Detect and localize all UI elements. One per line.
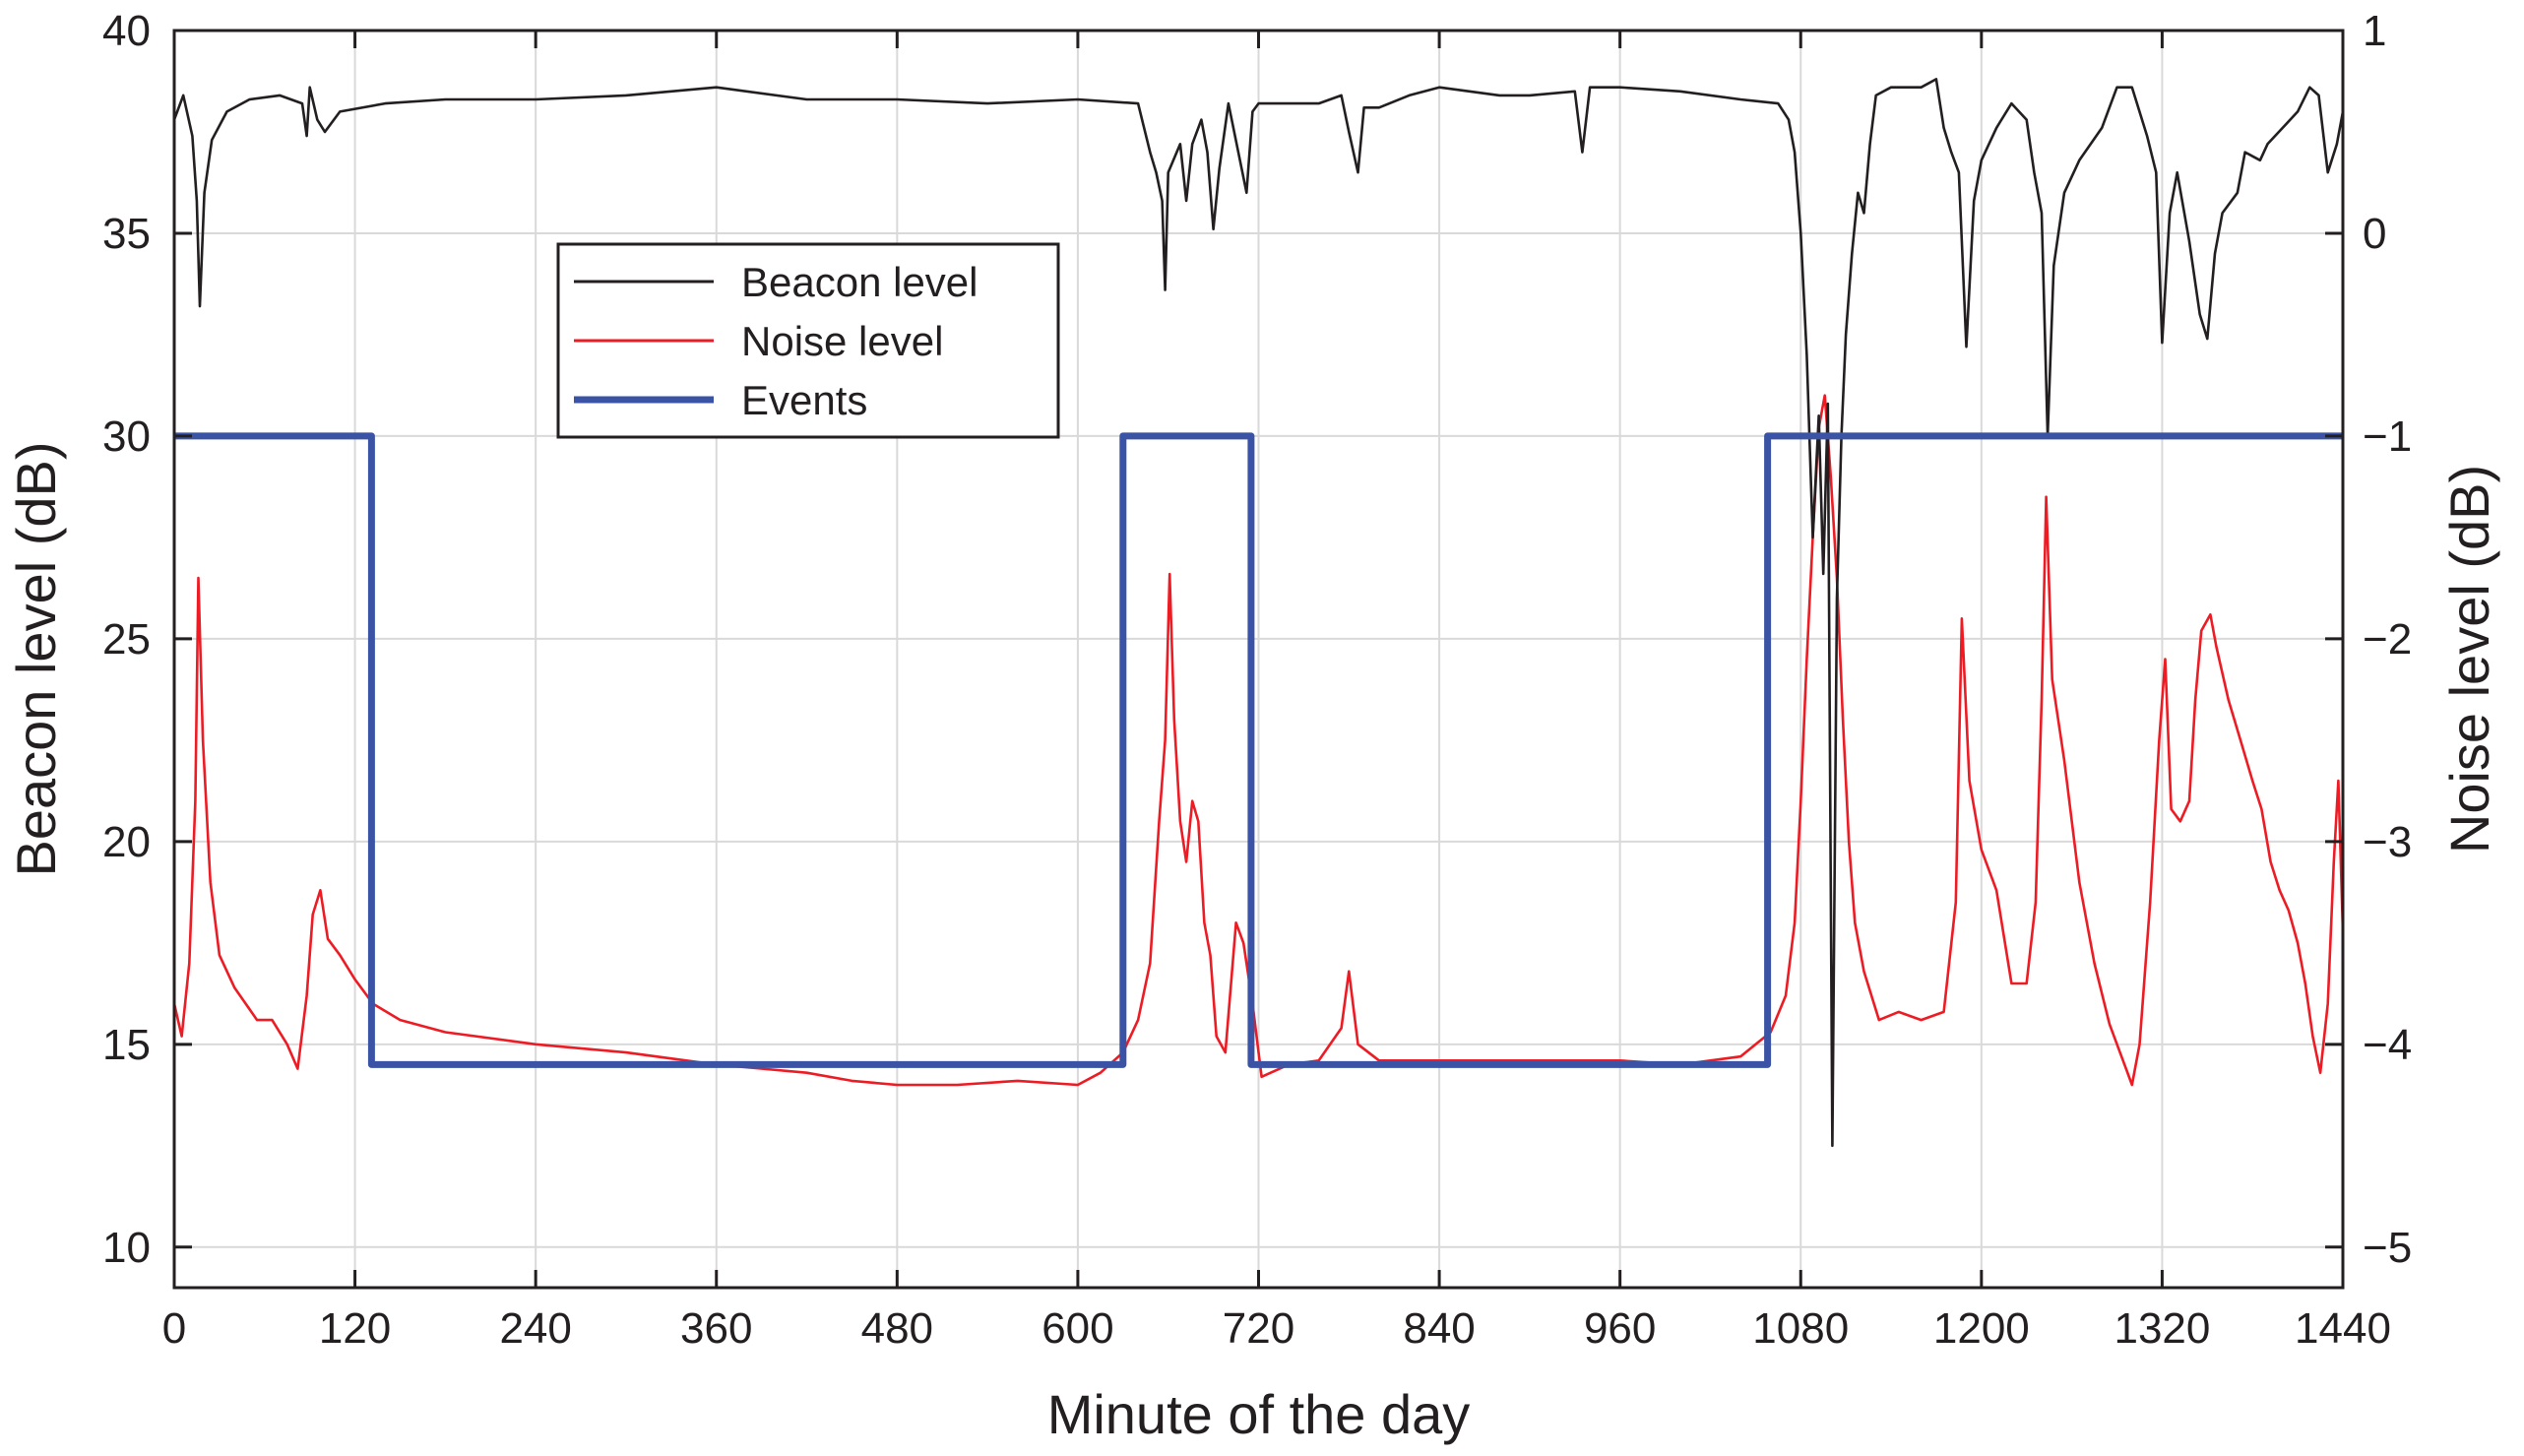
legend: Beacon level Noise level Events (556, 242, 1060, 439)
y-left-tick-label: 15 (102, 1021, 151, 1069)
y-right-tick-label: −2 (2363, 615, 2412, 664)
x-tick-label: 120 (319, 1304, 391, 1353)
series-layer (172, 78, 2345, 1148)
y-left-tick-label: 25 (102, 615, 151, 664)
legend-label-noise: Noise level (741, 318, 943, 364)
x-tick-label: 1320 (2114, 1304, 2210, 1353)
x-tick-label: 0 (162, 1304, 186, 1353)
y-left-tick-label: 20 (102, 818, 151, 866)
x-tick-label: 360 (680, 1304, 752, 1353)
x-tick-label: 480 (861, 1304, 933, 1353)
x-tick-label: 840 (1403, 1304, 1475, 1353)
y-right-tick-label: 0 (2363, 210, 2386, 258)
x-tick-label: 240 (499, 1304, 571, 1353)
y-left-tick-label: 40 (102, 7, 151, 55)
y-axis-right-label: Noise level (dB) (2438, 465, 2500, 854)
ticks (172, 29, 2345, 1288)
y-right-tick-label: −5 (2363, 1224, 2412, 1272)
y-left-tick-label: 35 (102, 210, 151, 258)
x-tick-label: 1440 (2295, 1304, 2391, 1353)
y-left-tick-label: 10 (102, 1224, 151, 1272)
series-line-events (174, 432, 2343, 1068)
series-line-beacon-level (172, 78, 2345, 1148)
x-tick-label: 1200 (1933, 1304, 2030, 1353)
x-tick-label: 720 (1223, 1304, 1294, 1353)
y-right-tick-label: −1 (2363, 412, 2412, 461)
y-right-tick-label: 1 (2363, 7, 2386, 55)
legend-label-beacon: Beacon level (741, 259, 978, 305)
tick-labels: 0 120 240 360 480 600 720 840 960 1080 1200 1320 144… (102, 7, 2412, 1353)
y-left-tick-label: 30 (102, 412, 151, 461)
y-right-tick-label: −4 (2363, 1021, 2412, 1069)
x-axis-label: Minute of the day (1047, 1383, 1471, 1445)
legend-label-events: Events (741, 377, 867, 423)
x-tick-label: 600 (1041, 1304, 1113, 1353)
y-right-tick-label: −3 (2363, 818, 2412, 866)
series-line-noise-level (172, 394, 2345, 1087)
y-axis-left-label: Beacon level (dB) (5, 441, 67, 876)
x-tick-label: 960 (1584, 1304, 1656, 1353)
x-tick-label: 1080 (1752, 1304, 1849, 1353)
